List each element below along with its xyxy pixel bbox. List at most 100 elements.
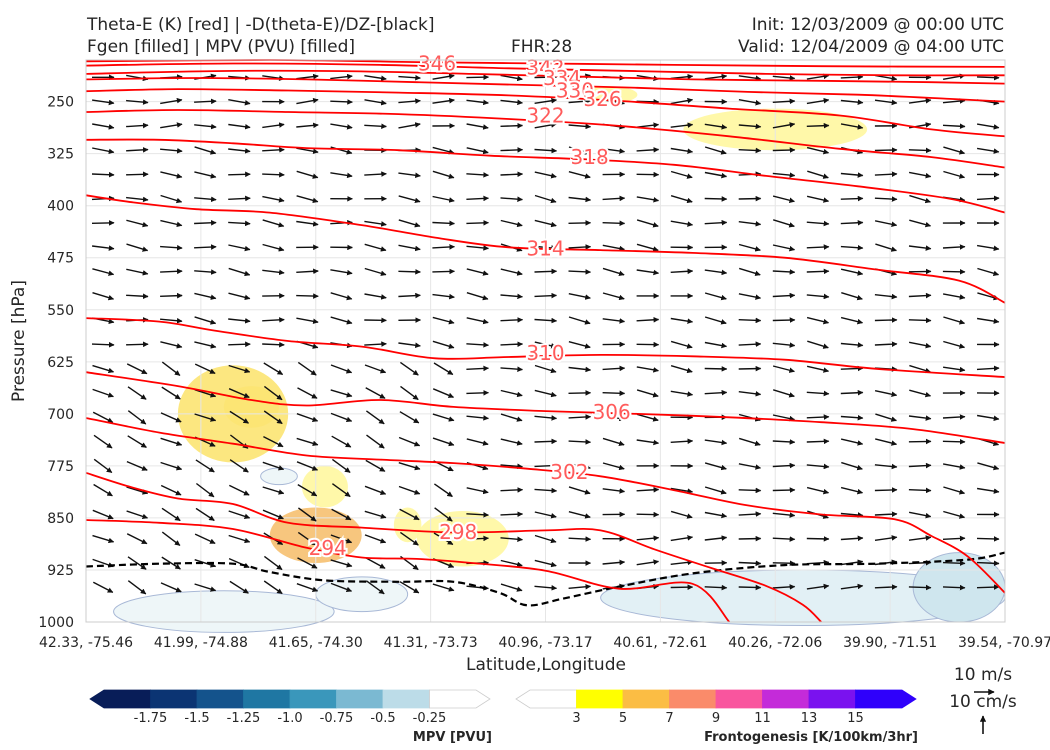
wind-vector-arrow bbox=[126, 122, 149, 129]
wind-vector-arrow bbox=[670, 170, 693, 179]
wind-vector-arrow bbox=[942, 584, 966, 591]
wind-vector-arrow bbox=[670, 268, 694, 275]
fgen-colorbar-swatch bbox=[715, 689, 763, 709]
wind-vector-arrow bbox=[262, 269, 285, 276]
wind-vector-arrow bbox=[194, 583, 217, 592]
contour-label-310: 310 bbox=[526, 341, 564, 365]
wind-vector-arrow bbox=[738, 463, 762, 470]
wind-vector-arrow bbox=[704, 219, 728, 226]
wind-vector-arrow bbox=[942, 268, 966, 275]
wind-vector-arrow bbox=[194, 269, 217, 275]
wind-vector-arrow bbox=[398, 74, 421, 81]
wind-vector-arrow bbox=[92, 364, 115, 374]
wind-vector-arrow bbox=[772, 512, 796, 518]
wind-vector-arrow bbox=[670, 97, 694, 105]
wind-vector-arrow bbox=[364, 267, 387, 276]
wind-vector-arrow bbox=[636, 122, 660, 128]
wind-vector-arrow bbox=[636, 389, 659, 398]
wind-vector-arrow bbox=[670, 535, 694, 542]
wind-vector-arrow bbox=[399, 411, 420, 424]
wind-vector-arrow bbox=[670, 487, 694, 494]
wind-vector-arrow bbox=[840, 512, 864, 518]
wind-vector-arrow bbox=[262, 171, 285, 178]
wind-vector-arrow bbox=[738, 437, 761, 447]
wind-vector-arrow bbox=[126, 147, 149, 153]
wind-vector-arrow bbox=[943, 486, 966, 495]
wind-vector-arrow bbox=[297, 507, 317, 522]
wind-vector-arrow bbox=[92, 509, 114, 520]
y-tick-label: 400 bbox=[47, 199, 74, 215]
wind-vector-arrow bbox=[568, 146, 591, 155]
wind-vector-arrow bbox=[364, 485, 387, 495]
wind-vector-arrow bbox=[330, 559, 353, 568]
mpv-fill-patch bbox=[113, 590, 335, 633]
fgen-colorbar-tick-label: 9 bbox=[712, 711, 720, 726]
theta-e-contour-298 bbox=[85, 471, 822, 623]
wind-vector-arrow bbox=[568, 171, 591, 179]
wind-vector-arrow bbox=[806, 97, 830, 105]
wind-vector-arrow bbox=[330, 316, 353, 325]
wind-vector-arrow bbox=[466, 220, 489, 226]
wind-vector-arrow bbox=[976, 584, 1000, 590]
fgen-colorbar-tick-label: 7 bbox=[665, 711, 673, 726]
wind-vector-arrow bbox=[262, 341, 285, 348]
wind-vector-arrow bbox=[806, 365, 830, 373]
wind-vector-arrow bbox=[840, 172, 864, 178]
wind-vector-arrow bbox=[908, 462, 932, 469]
wind-vector-arrow bbox=[263, 362, 284, 376]
y-tick-label: 325 bbox=[47, 147, 74, 163]
contour-label-318: 318 bbox=[571, 145, 609, 169]
mpv-colorbar-tick-label: -0.75 bbox=[320, 711, 354, 726]
wind-vector-arrow bbox=[738, 99, 762, 106]
wind-vector-arrow bbox=[432, 146, 455, 155]
wind-vector-arrow bbox=[126, 268, 149, 276]
wind-vector-arrow bbox=[602, 488, 626, 494]
wind-vector-arrow bbox=[195, 507, 215, 522]
wind-vector-arrow bbox=[840, 583, 864, 590]
y-tick-label: 925 bbox=[47, 563, 74, 579]
wind-vector-arrow bbox=[500, 122, 524, 129]
wind-vector-arrow bbox=[330, 292, 353, 301]
wind-vector-arrow bbox=[228, 267, 251, 277]
wind-vector-arrow bbox=[194, 196, 217, 203]
wind-vector-arrow bbox=[704, 269, 728, 276]
wind-vector-arrow bbox=[500, 536, 523, 543]
wind-vector-arrow bbox=[194, 316, 217, 325]
wind-vector-arrow bbox=[704, 196, 728, 202]
wind-vector-arrow bbox=[365, 580, 385, 595]
wind-vector-arrow bbox=[262, 461, 285, 471]
wind-vector-arrow bbox=[92, 581, 114, 594]
wind-vector-arrow bbox=[976, 536, 1000, 542]
wind-vector-arrow bbox=[534, 268, 558, 275]
wind-vector-arrow bbox=[976, 244, 1000, 252]
wind-vector-arrow bbox=[466, 268, 489, 276]
wind-vector-arrow bbox=[772, 122, 796, 129]
mpv-fill-patch bbox=[260, 467, 298, 486]
mpv-colorbar: -1.75 -1.5 -1.25 -1.0 -0.75 -0.5 -0.25 bbox=[89, 689, 491, 726]
wind-vector-arrow bbox=[806, 536, 830, 542]
x-axis-title: Latitude,Longitude bbox=[466, 655, 626, 675]
wind-vector-arrow bbox=[296, 97, 319, 105]
wind-vector-arrow bbox=[330, 534, 353, 544]
wind-vector-arrow bbox=[909, 389, 932, 398]
wind-vector-arrow bbox=[943, 366, 966, 373]
wind-vector-arrow bbox=[568, 123, 592, 130]
wind-vector-arrow bbox=[228, 220, 251, 227]
wind-vector-arrow bbox=[772, 560, 796, 566]
wind-vector-arrow bbox=[534, 559, 557, 568]
y-tick-labels: 250 325 400 475 550 625 700 775 850 925 1000 bbox=[38, 95, 74, 631]
wind-vector-arrow bbox=[126, 219, 149, 228]
fgen-colorbar-swatch bbox=[762, 689, 810, 709]
wind-vector-arrow bbox=[738, 75, 762, 81]
wind-vector-arrow bbox=[738, 511, 762, 517]
wind-vector-arrow bbox=[263, 435, 284, 448]
wind-vector-arrow bbox=[909, 194, 931, 204]
wind-vector-arrow bbox=[874, 317, 898, 323]
wind-vector-arrow bbox=[126, 486, 149, 495]
wind-vector-arrow bbox=[160, 219, 183, 228]
wind-vector-arrow bbox=[636, 511, 660, 518]
fgen-colorbar-tick-label: 5 bbox=[619, 711, 627, 726]
wind-vector-arrow bbox=[195, 459, 215, 473]
wind-vector-arrow bbox=[500, 219, 523, 228]
wind-vector-arrow bbox=[602, 390, 626, 397]
